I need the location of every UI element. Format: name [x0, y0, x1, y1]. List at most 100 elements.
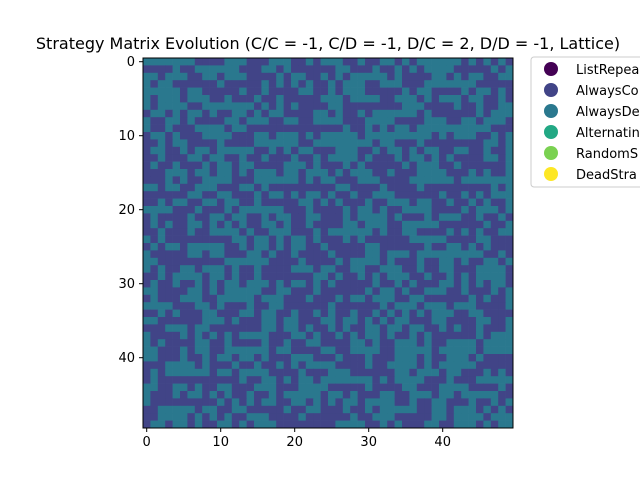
heatmap-cell: [291, 191, 299, 199]
heatmap-cell: [461, 161, 469, 170]
heatmap-cell: [224, 294, 233, 303]
heatmap-cell: [224, 58, 233, 66]
heatmap-cell: [320, 80, 329, 88]
heatmap-cell: [394, 132, 403, 140]
heatmap-cell: [209, 309, 218, 318]
heatmap-cell: [283, 287, 292, 296]
heatmap-cell: [483, 80, 492, 88]
heatmap-cell: [424, 235, 432, 244]
heatmap-cell: [439, 124, 447, 133]
heatmap-cell: [461, 228, 469, 236]
heatmap-cell: [261, 250, 270, 259]
heatmap-cell: [416, 80, 425, 88]
heatmap-cell: [320, 272, 329, 281]
heatmap-cell: [224, 309, 233, 318]
heatmap-cell: [372, 191, 381, 199]
heatmap-cell: [180, 265, 188, 273]
heatmap-cell: [416, 376, 425, 384]
heatmap-cell: [498, 309, 506, 318]
heatmap-cell: [246, 146, 255, 155]
heatmap-cell: [261, 302, 270, 310]
heatmap-cell: [165, 302, 173, 310]
heatmap-cell: [224, 265, 233, 273]
heatmap-cell: [335, 383, 344, 392]
heatmap-cell: [505, 124, 514, 133]
heatmap-cell: [143, 294, 151, 303]
heatmap-cell: [268, 383, 277, 392]
heatmap-cell: [268, 257, 277, 266]
heatmap-cell: [261, 117, 270, 125]
heatmap-cell: [180, 72, 188, 81]
heatmap-cell: [350, 80, 358, 88]
heatmap-cell: [298, 280, 307, 288]
heatmap-cell: [172, 302, 181, 310]
heatmap-cell: [468, 220, 477, 229]
heatmap-cell: [187, 132, 196, 140]
heatmap-cell: [239, 72, 247, 81]
heatmap-cell: [453, 331, 462, 340]
heatmap-cell: [372, 95, 381, 103]
heatmap-cell: [305, 198, 314, 207]
heatmap-cell: [172, 317, 181, 325]
heatmap-cell: [372, 235, 381, 244]
heatmap-cell: [416, 124, 425, 133]
heatmap-cell: [291, 391, 299, 399]
heatmap-cell: [461, 420, 469, 429]
heatmap-cell: [505, 339, 514, 347]
heatmap-cell: [217, 228, 225, 236]
heatmap-cell: [313, 176, 321, 185]
heatmap-cell: [224, 154, 233, 162]
heatmap-cell: [165, 324, 173, 333]
heatmap-cell: [187, 65, 196, 74]
heatmap-cell: [350, 257, 358, 266]
heatmap-cell: [476, 302, 484, 310]
x-tick-label: 30: [360, 435, 377, 450]
heatmap-cell: [379, 324, 388, 333]
heatmap-cell: [409, 376, 418, 384]
heatmap-cell: [298, 376, 307, 384]
heatmap-cell: [490, 309, 499, 318]
heatmap-cell: [446, 161, 455, 170]
heatmap-cell: [335, 213, 344, 222]
heatmap-cell: [350, 272, 358, 281]
heatmap-cell: [409, 102, 418, 111]
heatmap-cell: [372, 294, 381, 303]
heatmap-cell: [209, 280, 218, 288]
heatmap-cell: [217, 220, 225, 229]
heatmap-cell: [476, 198, 484, 207]
heatmap-cell: [217, 198, 225, 207]
heatmap-cell: [165, 361, 173, 370]
heatmap-cell: [342, 287, 351, 296]
heatmap-cell: [187, 339, 196, 347]
heatmap-cell: [239, 243, 247, 251]
heatmap-cell: [335, 317, 344, 325]
heatmap-cell: [180, 354, 188, 362]
heatmap-cell: [328, 331, 336, 340]
heatmap-cell: [172, 398, 181, 407]
heatmap-cell: [468, 58, 477, 66]
heatmap-cell: [357, 191, 366, 199]
heatmap-cell: [291, 265, 299, 273]
heatmap-cell: [276, 250, 284, 259]
heatmap-cell: [387, 58, 395, 66]
heatmap-cell: [505, 405, 514, 414]
heatmap-cell: [409, 58, 418, 66]
heatmap-cell: [187, 391, 196, 399]
heatmap-cell: [239, 391, 247, 399]
heatmap-cell: [402, 287, 410, 296]
heatmap-cell: [424, 413, 432, 421]
heatmap-cell: [246, 80, 255, 88]
heatmap-cell: [476, 117, 484, 125]
heatmap-cell: [424, 228, 432, 236]
legend-label: AlwaysCo: [576, 84, 639, 99]
heatmap-cell: [246, 220, 255, 229]
heatmap-cell: [439, 243, 447, 251]
heatmap-cell: [276, 228, 284, 236]
heatmap-cell: [416, 161, 425, 170]
heatmap-cell: [246, 65, 255, 74]
heatmap-cell: [372, 376, 381, 384]
heatmap-cell: [365, 250, 373, 259]
heatmap-cell: [379, 405, 388, 414]
heatmap-cell: [498, 294, 506, 303]
heatmap-cell: [439, 413, 447, 421]
